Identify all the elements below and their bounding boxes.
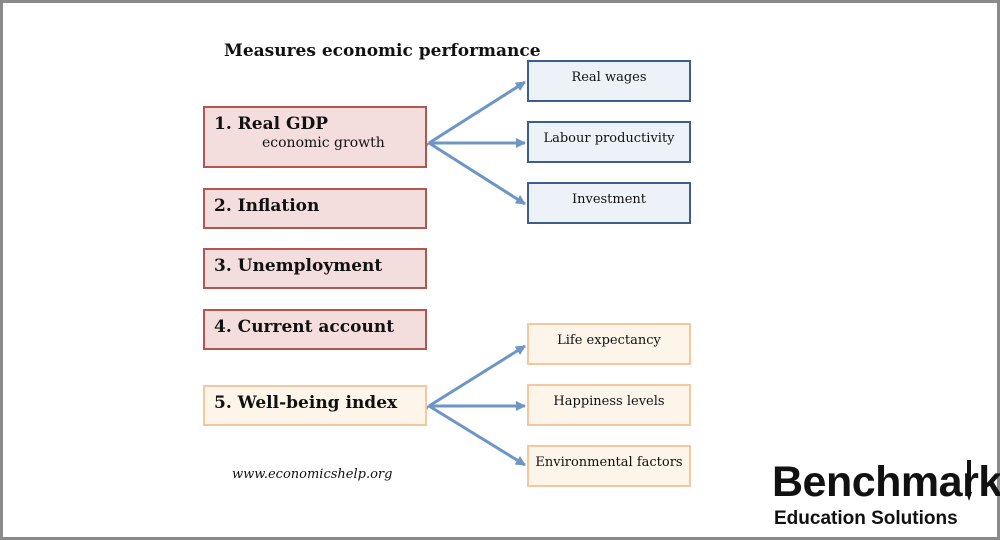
arrow-gdp-to-real-wages — [418, 80, 526, 153]
arrow-wellbeing-to-environmental — [428, 404, 526, 467]
measure-label: 1. Real GDP — [214, 114, 329, 134]
measure-box-real-gdp: 1. Real GDP economic growth — [203, 106, 427, 168]
factor-box-happiness-levels: Happiness levels — [527, 384, 691, 426]
measure-box-current-account: 4. Current account — [203, 309, 427, 350]
measure-box-inflation: 2. Inflation — [203, 188, 427, 229]
measure-sublabel: economic growth — [262, 135, 385, 151]
measure-box-unemployment: 3. Unemployment — [203, 248, 427, 289]
factor-box-real-wages: Real wages — [527, 60, 691, 102]
measure-label: 3. Unemployment — [214, 256, 383, 276]
measure-label: 2. Inflation — [214, 196, 320, 216]
measure-label: 5. Well-being index — [214, 393, 398, 413]
logo-wordmark: Benchmark — [772, 458, 1000, 506]
measure-box-wellbeing-index: 5. Well-being index — [203, 385, 427, 426]
diagram-title: Measures economic performance — [224, 41, 541, 61]
source-url: www.economicshelp.org — [232, 467, 393, 482]
measure-label: 4. Current account — [214, 317, 395, 337]
factor-box-labour-productivity: Labour productivity — [527, 121, 691, 163]
logo-tagline: Education Solutions — [774, 508, 958, 529]
factor-box-life-expectancy: Life expectancy — [527, 323, 691, 365]
pencil-icon — [966, 460, 972, 501]
arrow-wellbeing-to-life-expectancy — [418, 344, 526, 416]
factor-box-environmental-factors: Environmental factors — [527, 445, 691, 487]
factor-box-investment: Investment — [527, 182, 691, 224]
arrow-gdp-to-investment — [428, 141, 526, 206]
